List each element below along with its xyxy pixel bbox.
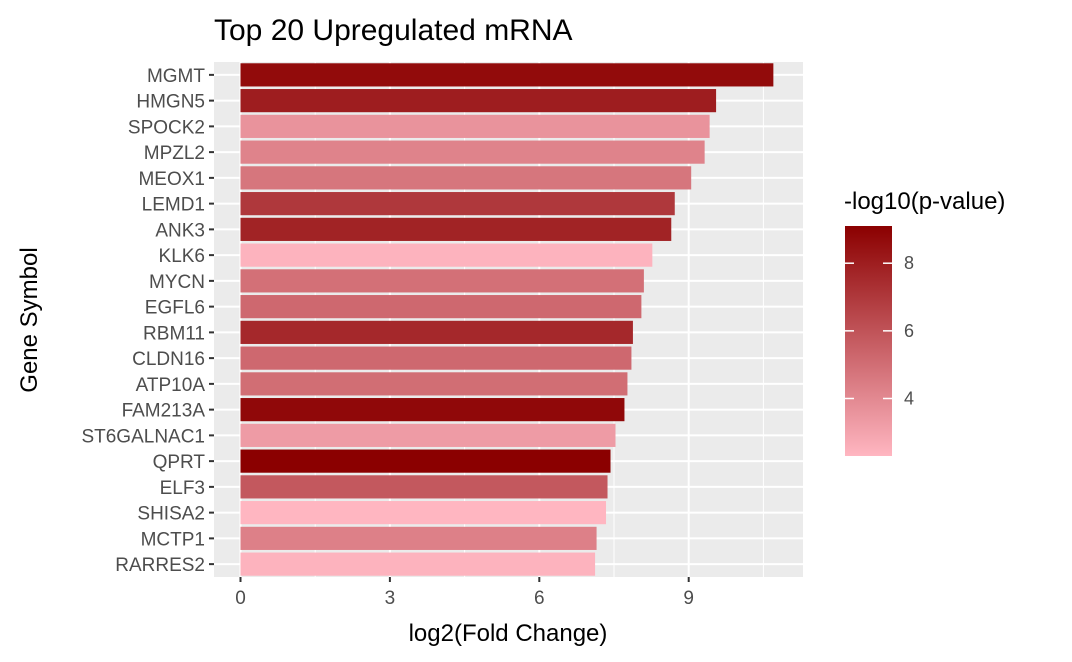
y-tick-label: MGMT xyxy=(147,66,205,87)
y-tick-label: SPOCK2 xyxy=(128,117,205,138)
y-tick-label: MCTP1 xyxy=(141,529,205,550)
legend-colorbar xyxy=(845,226,892,456)
y-tick-label: ANK3 xyxy=(155,220,205,241)
bar-qprt xyxy=(240,449,611,473)
bar-mycn xyxy=(240,269,644,293)
y-axis: MGMT HMGN5 SPOCK2 MPZL2 MEOX1 LEMD1 ANK3 KLK6 MY… xyxy=(81,66,214,576)
legend-label: 6 xyxy=(904,321,914,341)
bar-klk6 xyxy=(240,243,653,267)
bar-atp10a xyxy=(240,372,628,396)
bar-cldn16 xyxy=(240,346,632,370)
y-tick-label: RARRES2 xyxy=(115,555,205,576)
bar-mgmt xyxy=(240,63,774,87)
y-tick-label: MYCN xyxy=(149,272,205,293)
bar-rbm11 xyxy=(240,320,633,344)
y-tick-label: HMGN5 xyxy=(136,92,205,113)
chart-title: Top 20 Upregulated mRNA xyxy=(214,14,573,47)
y-tick-label: MEOX1 xyxy=(138,169,205,190)
y-tick-label: ST6GALNAC1 xyxy=(81,426,205,447)
legend-title: -log10(p-value) xyxy=(844,188,1005,215)
bar-meox1 xyxy=(240,166,692,190)
y-tick-label: EGFL6 xyxy=(145,298,205,319)
y-tick-label: CLDN16 xyxy=(132,349,205,370)
y-tick-label: LEMD1 xyxy=(142,195,205,216)
bar-ank3 xyxy=(240,217,672,241)
bar-rarres2 xyxy=(240,552,596,576)
x-tick-label: 9 xyxy=(683,588,694,609)
x-tick-label: 3 xyxy=(385,588,396,609)
bar-shisa2 xyxy=(240,501,607,525)
y-tick-label: KLK6 xyxy=(159,246,205,267)
bar-st6galnac1 xyxy=(240,423,616,447)
bar-mpzl2 xyxy=(240,140,705,164)
y-tick-label: FAM213A xyxy=(122,401,206,422)
bar-egfl6 xyxy=(240,295,642,319)
y-tick-label: MPZL2 xyxy=(144,143,205,164)
bars-layer xyxy=(240,63,774,576)
bar-lemd1 xyxy=(240,192,675,216)
x-tick-label: 0 xyxy=(235,588,246,609)
plot-panel xyxy=(214,62,803,577)
x-tick-label: 6 xyxy=(534,588,545,609)
legend-label: 8 xyxy=(904,253,914,273)
bar-spock2 xyxy=(240,114,710,138)
y-tick-label: RBM11 xyxy=(143,323,205,344)
y-tick-label: SHISA2 xyxy=(137,504,205,525)
bar-hmgn5 xyxy=(240,89,717,113)
y-tick-label: QPRT xyxy=(153,452,206,473)
y-axis-title: Gene Symbol xyxy=(16,247,43,392)
y-tick-label: ATP10A xyxy=(136,375,206,396)
x-axis-title: log2(Fold Change) xyxy=(409,620,608,647)
x-axis: 0 3 6 9 xyxy=(235,577,694,609)
bar-fam213a xyxy=(240,398,625,422)
legend-label: 4 xyxy=(904,389,914,409)
y-tick-label: ELF3 xyxy=(160,478,205,499)
color-legend: -log10(p-value) 4 6 8 xyxy=(844,188,1005,456)
bar-mctp1 xyxy=(240,526,597,550)
bar-elf3 xyxy=(240,475,608,499)
